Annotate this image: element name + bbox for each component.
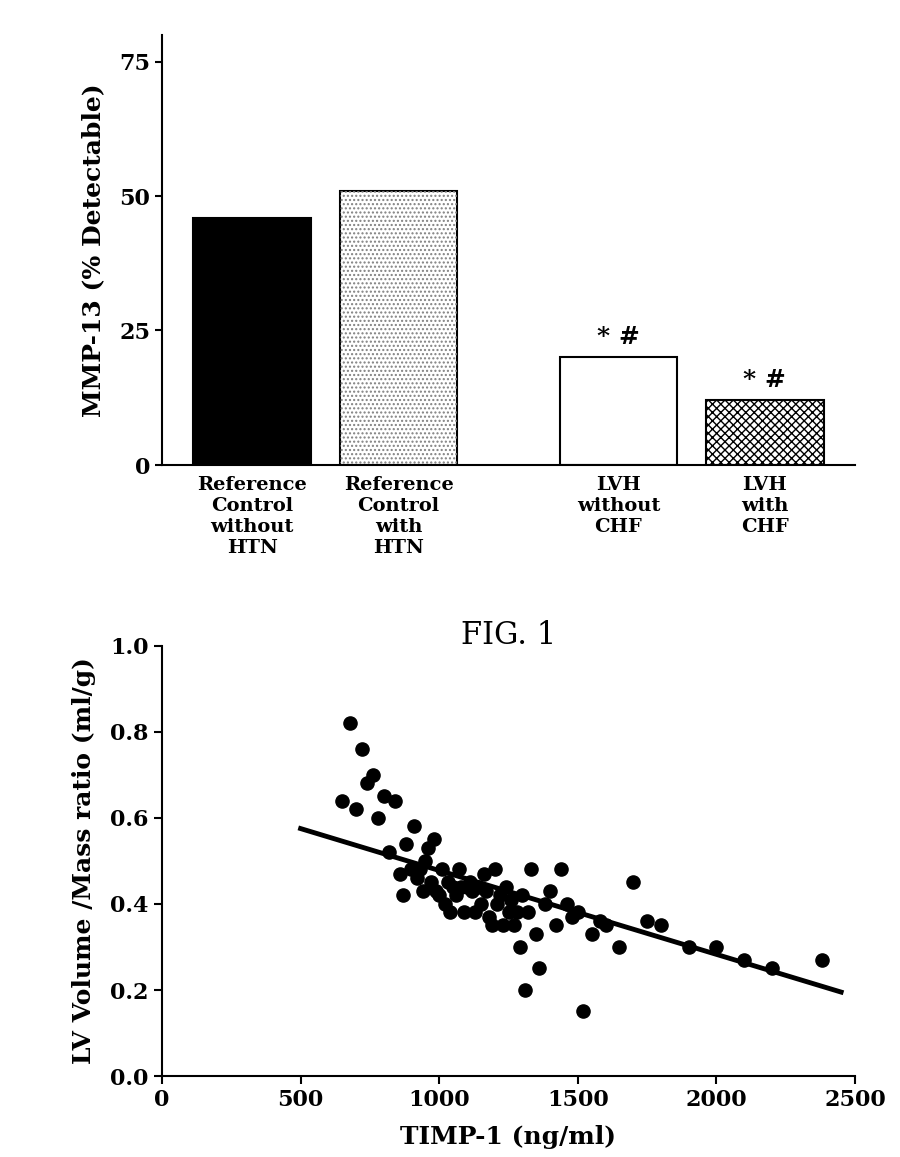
Point <box>349 799 364 818</box>
Point <box>465 882 480 900</box>
Point <box>460 877 474 896</box>
Text: * #: * # <box>743 368 787 392</box>
Point <box>491 894 505 913</box>
Point <box>509 904 524 922</box>
Point <box>576 1002 590 1020</box>
Point <box>593 912 608 930</box>
Point <box>499 877 513 896</box>
Y-axis label: LV Volume /Mass ratio (ml/g): LV Volume /Mass ratio (ml/g) <box>72 657 96 1064</box>
Point <box>485 916 500 935</box>
Point <box>512 937 526 956</box>
Point <box>407 817 421 835</box>
Point <box>440 874 454 892</box>
Point <box>479 882 493 900</box>
Point <box>476 864 491 883</box>
Point <box>737 951 751 970</box>
Point <box>537 894 552 913</box>
Point <box>524 860 538 878</box>
Point <box>443 904 457 922</box>
Bar <box>340 191 457 465</box>
Point <box>396 886 410 905</box>
Point <box>388 791 402 810</box>
Point <box>435 860 449 878</box>
Point <box>612 937 626 956</box>
Point <box>365 766 380 784</box>
Point <box>493 886 508 905</box>
Point <box>376 787 391 805</box>
Point <box>421 839 436 857</box>
Point <box>418 852 433 870</box>
Point <box>529 924 544 943</box>
Point <box>399 834 413 853</box>
Point <box>360 774 374 793</box>
Point <box>471 877 485 896</box>
Point <box>709 937 724 956</box>
Bar <box>194 218 310 465</box>
Point <box>432 886 446 905</box>
Point <box>571 904 585 922</box>
Point <box>393 864 408 883</box>
Point <box>532 959 546 978</box>
Point <box>463 874 477 892</box>
Point <box>404 860 419 878</box>
Point <box>427 830 441 848</box>
Bar <box>560 358 677 465</box>
Point <box>424 874 438 892</box>
Point <box>507 916 521 935</box>
Point <box>501 904 516 922</box>
X-axis label: TIMP-1 (ng/ml): TIMP-1 (ng/ml) <box>400 1125 616 1149</box>
Point <box>457 904 472 922</box>
Point <box>681 937 696 956</box>
Point <box>560 894 574 913</box>
Point <box>814 951 829 970</box>
Point <box>382 843 397 862</box>
Point <box>412 860 427 878</box>
Point <box>335 791 349 810</box>
Point <box>468 904 482 922</box>
Point <box>343 714 357 732</box>
Point <box>543 882 557 900</box>
Point <box>504 891 518 909</box>
Point <box>518 981 532 1000</box>
Point <box>473 894 488 913</box>
Point <box>355 739 369 758</box>
Point <box>416 882 430 900</box>
Point <box>454 877 469 896</box>
Point <box>548 916 562 935</box>
Point <box>371 809 385 827</box>
Point <box>482 907 496 926</box>
Text: FIG. 1: FIG. 1 <box>461 620 556 651</box>
Point <box>640 912 654 930</box>
Y-axis label: MMP-13 (% Detectable): MMP-13 (% Detectable) <box>81 83 105 417</box>
Bar <box>340 191 457 465</box>
Point <box>521 904 535 922</box>
Point <box>554 860 569 878</box>
Bar <box>706 400 824 465</box>
Point <box>429 882 444 900</box>
Point <box>584 924 598 943</box>
Point <box>448 886 463 905</box>
Point <box>765 959 779 978</box>
Point <box>452 860 466 878</box>
Point <box>598 916 613 935</box>
Text: * #: * # <box>597 325 640 349</box>
Point <box>446 877 460 896</box>
Point <box>515 886 529 905</box>
Point <box>565 907 580 926</box>
Bar <box>706 400 824 465</box>
Point <box>410 869 424 887</box>
Point <box>496 916 510 935</box>
Point <box>437 894 452 913</box>
Point <box>653 916 668 935</box>
Point <box>488 860 502 878</box>
Point <box>626 874 641 892</box>
